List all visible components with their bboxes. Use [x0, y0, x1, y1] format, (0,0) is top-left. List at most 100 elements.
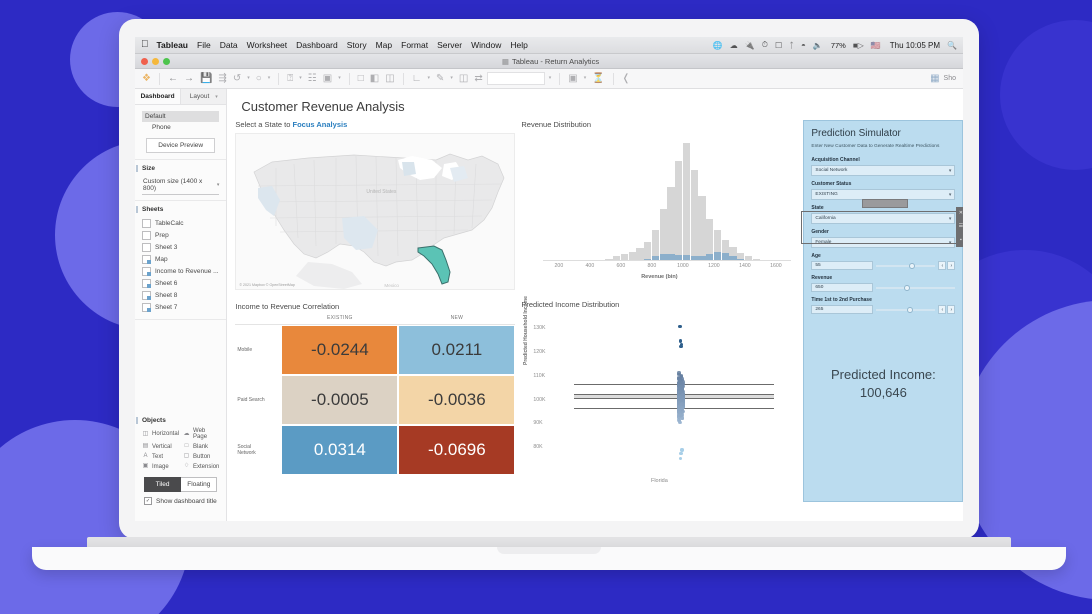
search-icon[interactable]: 🔍 — [947, 40, 957, 50]
object-web-page[interactable]: ☁ Web Page — [183, 428, 219, 440]
histogram-bar[interactable] — [667, 186, 675, 261]
share-icon[interactable]: ❬ — [621, 72, 631, 84]
presentation-icon[interactable]: ▣ — [568, 72, 578, 84]
object-horizontal[interactable]: ◫ Horizontal — [142, 428, 179, 440]
histogram-bar[interactable] — [651, 230, 660, 261]
object-extension[interactable]: ♢ Extension — [183, 463, 220, 470]
close-icon[interactable]: ✕ — [958, 210, 963, 217]
histogram-bar[interactable] — [706, 218, 714, 261]
sheet-item[interactable]: Sheet 6 — [142, 277, 219, 289]
chevron-down-icon[interactable]: ▾ — [548, 75, 552, 81]
device-row-default[interactable]: Default — [142, 111, 220, 122]
age-slider[interactable] — [876, 261, 936, 270]
sort-asc-icon[interactable]: ◧ — [369, 72, 380, 84]
undo-icon[interactable]: ⍰ — [287, 72, 294, 84]
object-text[interactable]: A Text — [142, 453, 179, 460]
age-stepper[interactable]: ‹ › — [938, 261, 956, 271]
save-icon[interactable]: 💾 — [199, 72, 213, 84]
menu-item-tableau[interactable]: Tableau — [149, 40, 189, 50]
sheet-item[interactable]: Sheet 7 — [142, 301, 219, 313]
histogram-bar[interactable] — [737, 252, 745, 261]
sort-desc-icon[interactable]: ◫ — [385, 72, 395, 84]
chevron-down-icon[interactable]: ▾ — [267, 75, 271, 81]
menu-item-map[interactable]: Map — [368, 40, 393, 50]
airplay-icon[interactable]: ☐ — [775, 40, 783, 50]
time-to-purchase-stepper[interactable]: ‹ › — [938, 305, 956, 315]
correlation-heatmap[interactable]: EXISTING NEW Mobile -0.0244 0.0211 Paid … — [235, 315, 516, 475]
chevron-down-icon[interactable]: ▾ — [427, 75, 430, 81]
menu-item-server[interactable]: Server — [429, 40, 462, 50]
tab-dashboard[interactable]: Dashboard — [135, 89, 181, 104]
size-select[interactable]: Custom size (1400 x 800) ▾ — [142, 176, 220, 195]
chevron-down-icon[interactable]: ▾ — [583, 75, 587, 81]
window-close-button[interactable] — [141, 57, 148, 65]
object-vertical[interactable]: ▤ Vertical — [142, 443, 179, 450]
histogram-bar[interactable] — [605, 258, 613, 261]
menu-item-data[interactable]: Data — [212, 40, 238, 50]
format-icon[interactable]: ✎ — [436, 72, 445, 84]
histogram-bar[interactable] — [744, 256, 753, 261]
menu-item-window[interactable]: Window — [463, 40, 501, 50]
histogram-bar[interactable] — [659, 209, 667, 261]
sheet-item[interactable]: Prep — [142, 229, 219, 241]
predicted-income-jitter[interactable]: Predicted Household Income Florida 130K 1… — [521, 296, 797, 488]
sheet-item[interactable]: Income to Revenue ... — [142, 265, 219, 277]
globe-icon[interactable]: 🌐 — [712, 40, 723, 50]
menu-item-story[interactable]: Story — [339, 40, 367, 50]
stepper-next-icon[interactable]: › — [947, 305, 956, 315]
pause-refresh-icon[interactable]: ↺ — [232, 72, 242, 84]
histogram-bar[interactable] — [628, 251, 636, 261]
redo-icon[interactable]: ☷ — [307, 72, 317, 84]
refresh-icon[interactable]: ○ — [255, 72, 262, 84]
toggle-floating[interactable]: Floating — [181, 477, 218, 492]
menu-item-help[interactable]: Help — [502, 40, 527, 50]
age-input[interactable]: 55 — [811, 261, 874, 271]
corr-cell-social-new[interactable]: -0.0696 — [398, 425, 516, 475]
menubar-clock[interactable]: Thu 10:05 PM — [889, 40, 941, 50]
window-maximize-button[interactable] — [163, 57, 170, 65]
revenue-input[interactable]: 650 — [811, 283, 874, 293]
forward-arrow-icon[interactable]: → — [183, 72, 194, 84]
chevron-down-icon[interactable]: ▾ — [247, 75, 250, 81]
map-view[interactable]: United States Mexico © 2021 Mapbox © Ope… — [235, 133, 516, 290]
show-me-label[interactable]: Sho — [943, 75, 956, 82]
map-title-accent[interactable]: Focus Analysis — [292, 120, 348, 129]
chevron-down-icon[interactable]: ▾ — [299, 75, 302, 81]
show-me-icon[interactable]: ▦ — [930, 72, 940, 84]
corr-cell-paidsearch-new[interactable]: -0.0036 — [398, 375, 516, 425]
revenue-histogram[interactable]: 200 400 600 800 1000 1200 1400 1600 Revenue (bi… — [521, 133, 797, 288]
time-to-purchase-slider[interactable] — [876, 305, 936, 314]
volume-icon[interactable]: 🔈 — [812, 40, 823, 50]
bluetooth-icon[interactable]: ᛏ — [789, 40, 794, 50]
object-button[interactable]: ▢ Button — [183, 453, 219, 460]
highlight-icon[interactable]: ∟ — [411, 72, 422, 84]
back-arrow-icon[interactable]: ← — [167, 72, 178, 84]
menu-item-worksheet[interactable]: Worksheet — [239, 40, 287, 50]
sheet-item[interactable]: Sheet 8 — [142, 289, 219, 301]
window-minimize-button[interactable] — [152, 57, 159, 65]
cloud-icon[interactable]: ☁ — [729, 40, 738, 50]
flag-icon[interactable]: 🇺🇸 — [870, 40, 881, 50]
histogram-bar[interactable] — [713, 230, 722, 261]
corr-cell-social-existing[interactable]: 0.0314 — [281, 425, 399, 475]
clock-icon[interactable]: ⏱ — [761, 40, 769, 49]
device-preview-button[interactable]: Device Preview — [146, 138, 216, 153]
histogram-bar[interactable] — [729, 246, 737, 261]
tableau-logo-icon[interactable]: ❖ — [142, 72, 151, 84]
sheet-item[interactable]: Map — [142, 253, 219, 265]
grip-icon[interactable]: ☰ — [958, 223, 963, 230]
histogram-bar[interactable] — [698, 196, 706, 261]
swap-icon[interactable]: ⇄ — [474, 72, 483, 84]
battery-indicator[interactable]: 77% — [830, 40, 846, 50]
sheet-item[interactable]: TableCalc — [142, 217, 219, 229]
menu-item-dashboard[interactable]: Dashboard — [288, 40, 338, 50]
device-layout-icon[interactable]: ⏳ — [592, 72, 605, 84]
corr-cell-mobile-existing[interactable]: -0.0244 — [281, 325, 399, 375]
chevron-down-icon[interactable]: ▾ — [450, 75, 453, 81]
clear-sheet-icon[interactable]: □ — [357, 72, 364, 84]
histogram-bar[interactable] — [644, 242, 652, 261]
histogram-bar[interactable] — [613, 256, 621, 261]
show-dashboard-title-row[interactable]: ✓ Show dashboard title — [142, 497, 219, 505]
corr-cell-mobile-new[interactable]: 0.0211 — [398, 325, 516, 375]
checkbox-icon[interactable]: ✓ — [144, 497, 152, 505]
